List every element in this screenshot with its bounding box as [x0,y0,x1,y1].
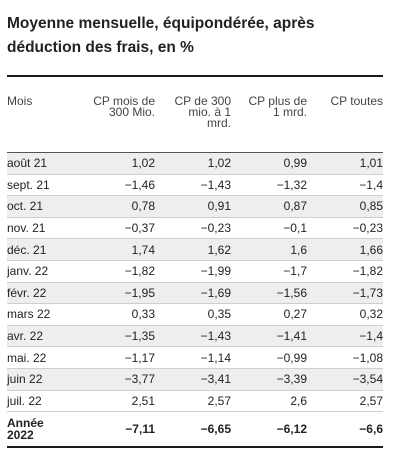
column-header-month: Mois [7,94,33,108]
table-row: janv. 22 −1,82 −1,99 −1,7 −1,82 [7,260,383,283]
month-cell: oct. 21 [7,195,79,218]
value-cell: −0,23 [155,217,231,240]
value-cell: 0,85 [307,195,383,218]
value-cell: −1,43 [155,325,231,348]
value-cell: −0,37 [79,217,155,240]
month-cell: nov. 21 [7,217,79,240]
total-label-cell: Année 2022 [7,411,79,449]
top-rule [7,75,383,77]
month-cell: avr. 22 [7,325,79,348]
table-row: mars 22 0,33 0,35 0,27 0,32 [7,303,383,326]
total-value-cell: −7,11 [79,411,155,449]
title-line-2: déduction des frais, en % [7,39,194,56]
table-row: août 21 1,02 1,02 0,99 1,01 [7,152,383,175]
value-cell: 1,6 [231,238,307,261]
value-cell: 0,27 [231,303,307,326]
table-row: sept. 21 −1,46 −1,43 −1,32 −1,4 [7,174,383,197]
value-cell: 2,57 [155,390,231,413]
table-row: mai. 22 −1,17 −1,14 −0,99 −1,08 [7,346,383,369]
month-cell: août 21 [7,152,79,175]
month-cell: févr. 22 [7,282,79,305]
column-header-large-funds: CP plus de 1 mrd. [248,94,307,119]
table-row: juin 22 −3,77 −3,41 −3,39 −3,54 [7,368,383,391]
title-line-1: Moyenne mensuelle, équipondérée, après [7,15,315,32]
value-cell: −0,23 [307,217,383,240]
value-cell: 0,32 [307,303,383,326]
total-value-cell: −6,65 [155,411,231,449]
value-cell: −1,69 [155,282,231,305]
header-row: Mois CP mois de 300 Mio. CP de 300 mio. … [7,88,383,153]
value-cell: 2,57 [307,390,383,413]
column-header-small-funds: CP mois de 300 Mio. [93,94,155,119]
returns-table: Mois CP mois de 300 Mio. CP de 300 mio. … [7,88,383,449]
value-cell: 1,02 [79,152,155,175]
value-cell: 1,02 [155,152,231,175]
value-cell: −3,39 [231,368,307,391]
value-cell: −1,32 [231,174,307,197]
value-cell: 1,62 [155,238,231,261]
value-cell: −0,1 [231,217,307,240]
table-row: avr. 22 −1,35 −1,43 −1,41 −1,4 [7,325,383,348]
value-cell: −1,7 [231,260,307,283]
column-header-medium-funds: CP de 300 mio. à 1 mrd. [174,94,232,130]
month-cell: janv. 22 [7,260,79,283]
value-cell: −1,82 [79,260,155,283]
value-cell: 1,74 [79,238,155,261]
value-cell: −3,54 [307,368,383,391]
total-value-cell: −6,12 [231,411,307,449]
value-cell: −1,43 [155,174,231,197]
table-row: nov. 21 −0,37 −0,23 −0,1 −0,23 [7,217,383,240]
value-cell: −1,95 [79,282,155,305]
month-cell: juil. 22 [7,390,79,413]
value-cell: 2,6 [231,390,307,413]
value-cell: −0,99 [231,346,307,369]
value-cell: 1,66 [307,238,383,261]
month-cell: sept. 21 [7,174,79,197]
value-cell: 0,87 [231,195,307,218]
value-cell: −3,77 [79,368,155,391]
value-cell: −1,82 [307,260,383,283]
value-cell: −1,14 [155,346,231,369]
value-cell: 0,78 [79,195,155,218]
month-cell: mars 22 [7,303,79,326]
value-cell: 0,35 [155,303,231,326]
table-row: févr. 22 −1,95 −1,69 −1,56 −1,73 [7,282,383,305]
table-row: juil. 22 2,51 2,57 2,6 2,57 [7,390,383,413]
value-cell: −1,46 [79,174,155,197]
value-cell: −1,35 [79,325,155,348]
value-cell: 0,91 [155,195,231,218]
month-cell: juin 22 [7,368,79,391]
total-row: Année 2022 −7,11 −6,65 −6,12 −6,6 [7,411,383,449]
value-cell: −1,08 [307,346,383,369]
value-cell: 0,33 [79,303,155,326]
value-cell: −1,99 [155,260,231,283]
total-value-cell: −6,6 [307,411,383,449]
value-cell: −3,41 [155,368,231,391]
value-cell: −1,73 [307,282,383,305]
value-cell: −1,4 [307,325,383,348]
month-cell: mai. 22 [7,346,79,369]
value-cell: −1,4 [307,174,383,197]
value-cell: −1,17 [79,346,155,369]
table-row: oct. 21 0,78 0,91 0,87 0,85 [7,195,383,218]
value-cell: 0,99 [231,152,307,175]
column-header-all-funds: CP toutes [330,94,383,108]
table-row: déc. 21 1,74 1,62 1,6 1,66 [7,238,383,261]
value-cell: 2,51 [79,390,155,413]
value-cell: −1,41 [231,325,307,348]
table-title: Moyenne mensuelle, équipondérée, après d… [7,12,387,60]
month-cell: déc. 21 [7,238,79,261]
value-cell: −1,56 [231,282,307,305]
value-cell: 1,01 [307,152,383,175]
